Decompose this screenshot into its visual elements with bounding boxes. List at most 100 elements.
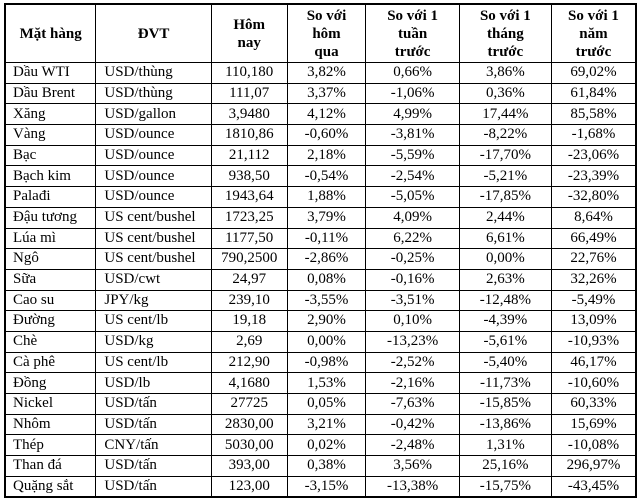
table-row: Palađi USD/ounce 1943,64 1,88% -5,05% -17,85%… (4, 186, 637, 208)
change-vs-1-month: 0,00% (458, 248, 552, 270)
table-row: Bạch kim USD/ounce 938,50 -0,54% -2,54% -5,21… (4, 165, 637, 188)
table-body: Dầu WTI USD/thùng 110,180 3,82% 0,66% 3,86% 69… (4, 62, 637, 498)
change-vs-yesterday: 0,08% (286, 268, 367, 291)
unit: US cent/bushel (95, 206, 212, 229)
today-price: 5030,00 (210, 434, 288, 457)
col-header-vs-1-week: So với 1 tuần trước (365, 3, 460, 63)
today-price: 790,2500 (210, 248, 288, 270)
table-row: Ngô US cent/bushel 790,2500 -2,86% -0,25% 0,0… (4, 248, 637, 270)
change-vs-1-year: -10,93% (550, 330, 637, 353)
change-vs-1-month: 17,44% (458, 103, 552, 126)
today-price: 123,00 (210, 475, 288, 498)
unit: US cent/lb (95, 310, 212, 332)
table-row: Đường US cent/lb 19,18 2,90% 0,10% -4,39% 13,0… (4, 310, 637, 332)
change-vs-1-month: 3,86% (458, 62, 552, 84)
table-row: Chè USD/kg 2,69 0,00% -13,23% -5,61% -10,93% (4, 330, 637, 353)
change-vs-1-year: -10,08% (550, 434, 637, 457)
change-vs-yesterday: -2,86% (286, 248, 367, 270)
change-vs-1-week: -0,42% (365, 413, 460, 436)
commodity-name: Bạc (4, 144, 97, 167)
change-vs-yesterday: -0,54% (286, 165, 367, 188)
col-header-vs-yesterday: So với hôm qua (286, 3, 367, 63)
change-vs-yesterday: 2,90% (286, 310, 367, 332)
change-vs-1-week: -2,16% (365, 372, 460, 394)
unit: USD/ounce (95, 186, 212, 208)
commodity-name: Lúa mì (4, 227, 97, 250)
commodity-name: Chè (4, 330, 97, 353)
today-price: 19,18 (210, 310, 288, 332)
unit: USD/cwt (95, 268, 212, 291)
change-vs-yesterday: 1,88% (286, 186, 367, 208)
change-vs-1-week: 6,22% (365, 227, 460, 250)
today-price: 1177,50 (210, 227, 288, 250)
today-price: 2,69 (210, 330, 288, 353)
change-vs-1-year: 85,58% (550, 103, 637, 126)
commodity-name: Thép (4, 434, 97, 457)
unit: USD/ounce (95, 165, 212, 188)
unit: USD/tấn (95, 455, 212, 477)
today-price: 24,97 (210, 268, 288, 291)
change-vs-1-year: 22,76% (550, 248, 637, 270)
change-vs-1-month: -17,70% (458, 144, 552, 167)
table-row: Nhôm USD/tấn 2830,00 3,21% -0,42% -13,86% 15,6… (4, 413, 637, 436)
change-vs-1-week: -0,25% (365, 248, 460, 270)
change-vs-1-year: -23,06% (550, 144, 637, 167)
change-vs-yesterday: 0,05% (286, 393, 367, 415)
change-vs-1-month: 6,61% (458, 227, 552, 250)
change-vs-1-month: 25,16% (458, 455, 552, 477)
commodity-name: Vàng (4, 124, 97, 146)
change-vs-yesterday: 4,12% (286, 103, 367, 126)
unit: CNY/tấn (95, 434, 212, 457)
commodity-name: Đường (4, 310, 97, 332)
unit: USD/ounce (95, 124, 212, 146)
change-vs-1-year: -5,49% (550, 289, 637, 312)
change-vs-1-week: -3,81% (365, 124, 460, 146)
unit: USD/tấn (95, 393, 212, 415)
commodity-name: Xăng (4, 103, 97, 126)
change-vs-1-month: -15,85% (458, 393, 552, 415)
change-vs-1-month: 2,63% (458, 268, 552, 291)
change-vs-1-week: -3,51% (365, 289, 460, 312)
change-vs-yesterday: -0,98% (286, 351, 367, 374)
table-row: Vàng USD/ounce 1810,86 -0,60% -3,81% -8,22% -1… (4, 124, 637, 146)
change-vs-1-week: 4,99% (365, 103, 460, 126)
today-price: 239,10 (210, 289, 288, 312)
change-vs-1-year: 46,17% (550, 351, 637, 374)
today-price: 111,07 (210, 82, 288, 105)
commodity-name: Đồng (4, 372, 97, 394)
change-vs-1-month: -5,40% (458, 351, 552, 374)
change-vs-1-month: 1,31% (458, 434, 552, 457)
change-vs-1-year: 69,02% (550, 62, 637, 84)
unit: US cent/lb (95, 351, 212, 374)
col-header-vs-1-month: So với 1 tháng trước (458, 3, 552, 63)
table-row: Đậu tương US cent/bushel 1723,25 3,79% 4,09%… (4, 206, 637, 229)
commodity-name: Quặng sắt (4, 475, 97, 498)
today-price: 21,112 (210, 144, 288, 167)
unit: USD/gallon (95, 103, 212, 126)
commodity-name: Cà phê (4, 351, 97, 374)
today-price: 110,180 (210, 62, 288, 84)
change-vs-1-year: -32,80% (550, 186, 637, 208)
change-vs-1-month: 0,36% (458, 82, 552, 105)
unit: US cent/bushel (95, 248, 212, 270)
col-header-unit: ĐVT (95, 3, 212, 63)
change-vs-1-week: -1,06% (365, 82, 460, 105)
unit: JPY/kg (95, 289, 212, 312)
unit: USD/ounce (95, 144, 212, 167)
change-vs-1-month: -12,48% (458, 289, 552, 312)
change-vs-1-week: -5,59% (365, 144, 460, 167)
change-vs-yesterday: 1,53% (286, 372, 367, 394)
change-vs-1-year: 61,84% (550, 82, 637, 105)
today-price: 938,50 (210, 165, 288, 188)
table-row: Xăng USD/gallon 3,9480 4,12% 4,99% 17,44% 85,5… (4, 103, 637, 126)
table-row: Than đá USD/tấn 393,00 0,38% 3,56% 25,16% 296,… (4, 455, 637, 477)
change-vs-1-week: -7,63% (365, 393, 460, 415)
today-price: 4,1680 (210, 372, 288, 394)
today-price: 212,90 (210, 351, 288, 374)
change-vs-yesterday: 2,18% (286, 144, 367, 167)
change-vs-yesterday: -0,60% (286, 124, 367, 146)
change-vs-1-week: 0,10% (365, 310, 460, 332)
commodity-name: Nhôm (4, 413, 97, 436)
change-vs-1-year: 32,26% (550, 268, 637, 291)
change-vs-yesterday: 3,21% (286, 413, 367, 436)
